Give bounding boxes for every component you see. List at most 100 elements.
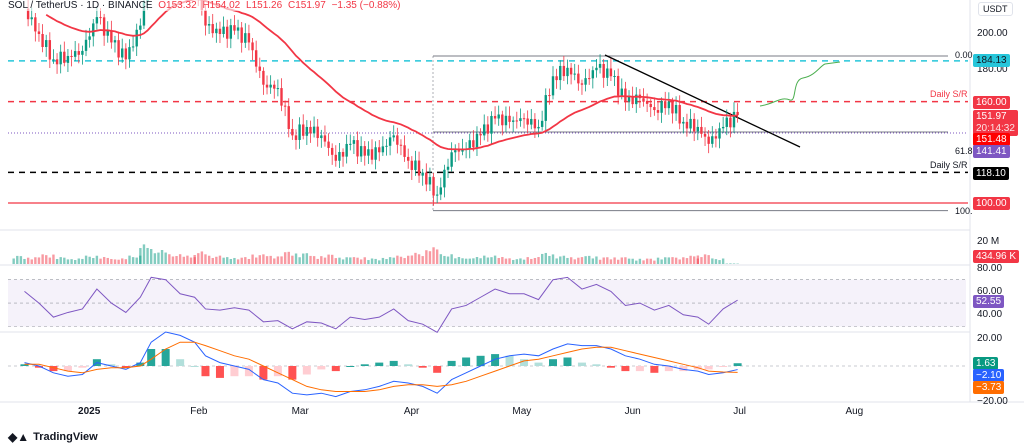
volume-bar bbox=[12, 258, 15, 264]
volume-bar bbox=[19, 256, 23, 264]
volume-bar bbox=[559, 256, 562, 264]
volume-bar bbox=[486, 257, 490, 264]
volume-bar bbox=[149, 249, 153, 264]
volume-bar bbox=[273, 258, 276, 264]
volume-bar bbox=[533, 257, 537, 264]
volume-bar bbox=[215, 256, 218, 264]
candle-body bbox=[649, 103, 652, 108]
volume-bar bbox=[84, 255, 88, 264]
candle-body bbox=[721, 126, 725, 129]
volume-bar bbox=[606, 257, 609, 264]
candle-body bbox=[526, 118, 529, 125]
volume-bar bbox=[656, 257, 660, 264]
volume-bar bbox=[396, 255, 399, 264]
rsi-tick: 80.00 bbox=[977, 263, 1003, 274]
volume-bar bbox=[512, 259, 515, 264]
candle-body bbox=[588, 78, 591, 80]
candle-body bbox=[729, 117, 732, 128]
volume-bar bbox=[142, 244, 146, 264]
volume-bar bbox=[99, 258, 102, 264]
candle-body bbox=[341, 151, 345, 157]
candle-body bbox=[703, 133, 707, 137]
candle-body bbox=[682, 121, 685, 124]
fib-100: 100. bbox=[955, 206, 973, 216]
candle-body bbox=[92, 23, 95, 37]
candle-body bbox=[330, 147, 334, 155]
candle-body bbox=[211, 24, 214, 34]
candle-body bbox=[106, 30, 109, 36]
candle-body bbox=[302, 124, 305, 136]
candle-body bbox=[515, 120, 518, 122]
volume-bar bbox=[276, 256, 280, 264]
candle-body bbox=[425, 172, 428, 185]
descending-trendline bbox=[604, 54, 801, 148]
volume-bar bbox=[327, 254, 330, 264]
volume-bar bbox=[432, 247, 435, 264]
brand-name: TradingView bbox=[33, 431, 98, 443]
symbol-name[interactable]: SOL / TetherUS · 1D · BINANCE bbox=[8, 0, 153, 11]
macd-histogram-bar bbox=[534, 362, 543, 366]
time-tick: Jun bbox=[624, 406, 641, 417]
macd-histogram-bar bbox=[577, 362, 586, 366]
macd-line bbox=[24, 331, 738, 398]
candle-body bbox=[99, 17, 102, 19]
candle-body bbox=[84, 39, 88, 51]
last-price: 151.97 bbox=[976, 111, 1007, 122]
time-tick: Feb bbox=[190, 406, 208, 417]
volume-bar bbox=[598, 259, 602, 264]
macd-histogram-bar bbox=[259, 366, 268, 380]
candle-body bbox=[312, 126, 316, 134]
volume-bar bbox=[417, 254, 421, 264]
candle-body bbox=[562, 65, 566, 77]
volume-bar bbox=[555, 258, 558, 264]
volume-bar bbox=[175, 256, 178, 264]
volume-bar bbox=[541, 253, 544, 264]
candle-body bbox=[294, 135, 298, 140]
volume-bar bbox=[566, 257, 569, 264]
candle-body bbox=[77, 51, 80, 55]
volume-bar bbox=[689, 255, 692, 264]
volume-bar bbox=[113, 259, 117, 264]
macd-histogram-bar bbox=[389, 360, 398, 366]
candle-body bbox=[52, 59, 55, 61]
volume-bar bbox=[157, 252, 160, 264]
volume-bar bbox=[34, 257, 37, 264]
candle-body bbox=[707, 136, 710, 144]
candle-body bbox=[493, 115, 497, 119]
volume-bar bbox=[609, 259, 613, 264]
volume-bar bbox=[287, 251, 290, 264]
candle-body bbox=[229, 25, 233, 39]
macd-histogram-bar bbox=[549, 359, 557, 366]
macd-histogram-bar bbox=[121, 366, 130, 368]
symbol-header: SOL / TetherUS · 1D · BINANCE O153.32 H1… bbox=[8, 0, 401, 11]
candle-body bbox=[276, 88, 280, 90]
volume-bar bbox=[468, 258, 471, 264]
volume-bar bbox=[718, 260, 721, 264]
macd-histogram-bar bbox=[733, 363, 742, 366]
volume-bar bbox=[294, 253, 298, 264]
candle-body bbox=[573, 73, 576, 75]
volume-bar bbox=[461, 258, 464, 264]
candle-body bbox=[110, 30, 113, 43]
candle-body bbox=[446, 166, 450, 170]
currency-unit[interactable]: USDT bbox=[978, 2, 1013, 16]
candle-body bbox=[631, 96, 634, 105]
daily-sr-label: Daily S/R bbox=[930, 89, 968, 99]
volume-bar bbox=[537, 257, 540, 264]
candle-body bbox=[374, 147, 377, 160]
tradingview-logo[interactable]: ◆▲ TradingView bbox=[8, 430, 98, 444]
volume-bar bbox=[707, 255, 710, 264]
volume-bar bbox=[356, 257, 359, 264]
volume-bar bbox=[222, 257, 225, 264]
volume-bar bbox=[305, 253, 309, 264]
volume-bar bbox=[255, 257, 258, 264]
candle-body bbox=[34, 17, 37, 32]
candle-body bbox=[569, 67, 573, 75]
candle-body bbox=[725, 117, 728, 127]
volume-bar bbox=[77, 258, 80, 264]
macd-tick: −20.00 bbox=[977, 396, 1008, 407]
macd-histogram-bar bbox=[679, 366, 688, 372]
macd-histogram-bar bbox=[230, 366, 239, 377]
